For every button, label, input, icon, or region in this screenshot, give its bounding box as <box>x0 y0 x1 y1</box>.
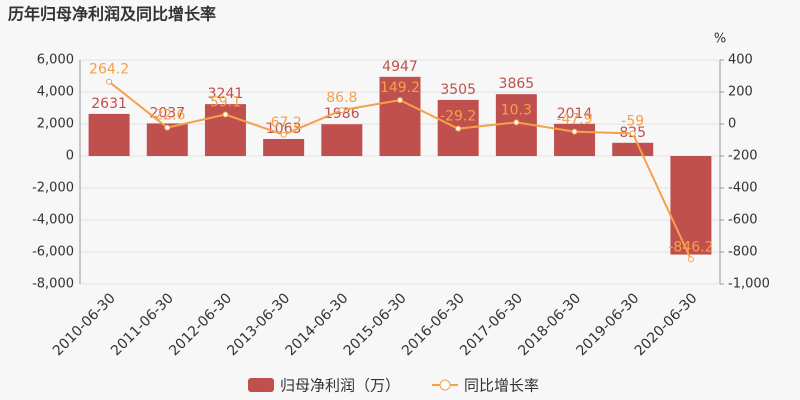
line-point <box>280 131 287 138</box>
bar-value-label: 1063 <box>266 121 302 137</box>
y2-tick-label: -800 <box>728 245 758 260</box>
line-value-label: 86.8 <box>326 90 357 106</box>
bar-value-label: 4947 <box>382 59 418 75</box>
bar-value-label: 3241 <box>208 86 244 102</box>
bar <box>612 142 654 156</box>
line-value-label: 264.2 <box>89 62 129 78</box>
y-tick-label: -8,000 <box>32 277 74 292</box>
line-value-label: -67.2 <box>266 115 302 131</box>
line-point <box>164 124 171 131</box>
line-point <box>513 119 520 126</box>
y2-axis-label: % <box>714 32 726 47</box>
legend-swatch <box>439 379 451 391</box>
line-value-label: 149.2 <box>380 80 420 96</box>
bar <box>321 124 363 156</box>
y-tick-label: 0 <box>66 149 74 164</box>
chart-title: 历年归母净利润及同比增长率 <box>8 5 216 24</box>
line-value-label: 10.3 <box>501 102 532 118</box>
line-point <box>338 107 345 114</box>
y-tick-label: -6,000 <box>32 245 74 260</box>
line-point <box>397 97 403 104</box>
y-tick-label: 6,000 <box>37 53 74 68</box>
x-tick-label: 2020-06-30 <box>632 290 701 359</box>
y2-tick-label: 200 <box>728 85 753 100</box>
y2-tick-label: -600 <box>728 213 758 228</box>
legend-label: 同比增长率 <box>464 377 539 395</box>
line-value-label: -29.2 <box>440 109 476 125</box>
line-point <box>222 111 229 118</box>
legend-label: 归母净利润（万） <box>280 377 400 395</box>
line-value-label: -47.9 <box>556 112 592 128</box>
bar-value-label: -6160 <box>671 164 712 180</box>
bar-value-label: 2014 <box>557 106 593 122</box>
line-point <box>455 125 462 132</box>
bar <box>670 156 712 255</box>
y-tick-label: 4,000 <box>37 85 74 100</box>
bar <box>379 76 421 156</box>
y-tick-label: -2,000 <box>32 181 74 196</box>
line-point <box>106 78 113 85</box>
line-point <box>571 128 578 135</box>
line-point <box>687 256 694 263</box>
bar-value-label: 2037 <box>149 105 185 121</box>
y2-tick-label: 0 <box>728 117 736 132</box>
bar-value-label: 1986 <box>324 106 360 122</box>
legend-swatch <box>248 378 274 392</box>
y-tick-label: -4,000 <box>32 213 74 228</box>
bar-value-label: 3865 <box>499 76 535 92</box>
y2-tick-label: -400 <box>728 181 758 196</box>
line-value-label: -846.2 <box>668 239 713 255</box>
line-value-label: -59 <box>621 113 644 129</box>
y2-tick-label: -200 <box>728 149 758 164</box>
bar <box>263 138 305 156</box>
line-value-label: 59.1 <box>210 95 241 111</box>
y2-tick-label: -1,000 <box>728 277 770 292</box>
line-point <box>629 130 636 137</box>
bar-value-label: 2631 <box>91 96 127 112</box>
bar <box>88 113 130 156</box>
y-tick-label: 2,000 <box>37 117 74 132</box>
y2-tick-label: 400 <box>728 53 753 68</box>
bar-value-label: 3505 <box>440 82 476 98</box>
line-value-label: -22.6 <box>149 108 185 124</box>
